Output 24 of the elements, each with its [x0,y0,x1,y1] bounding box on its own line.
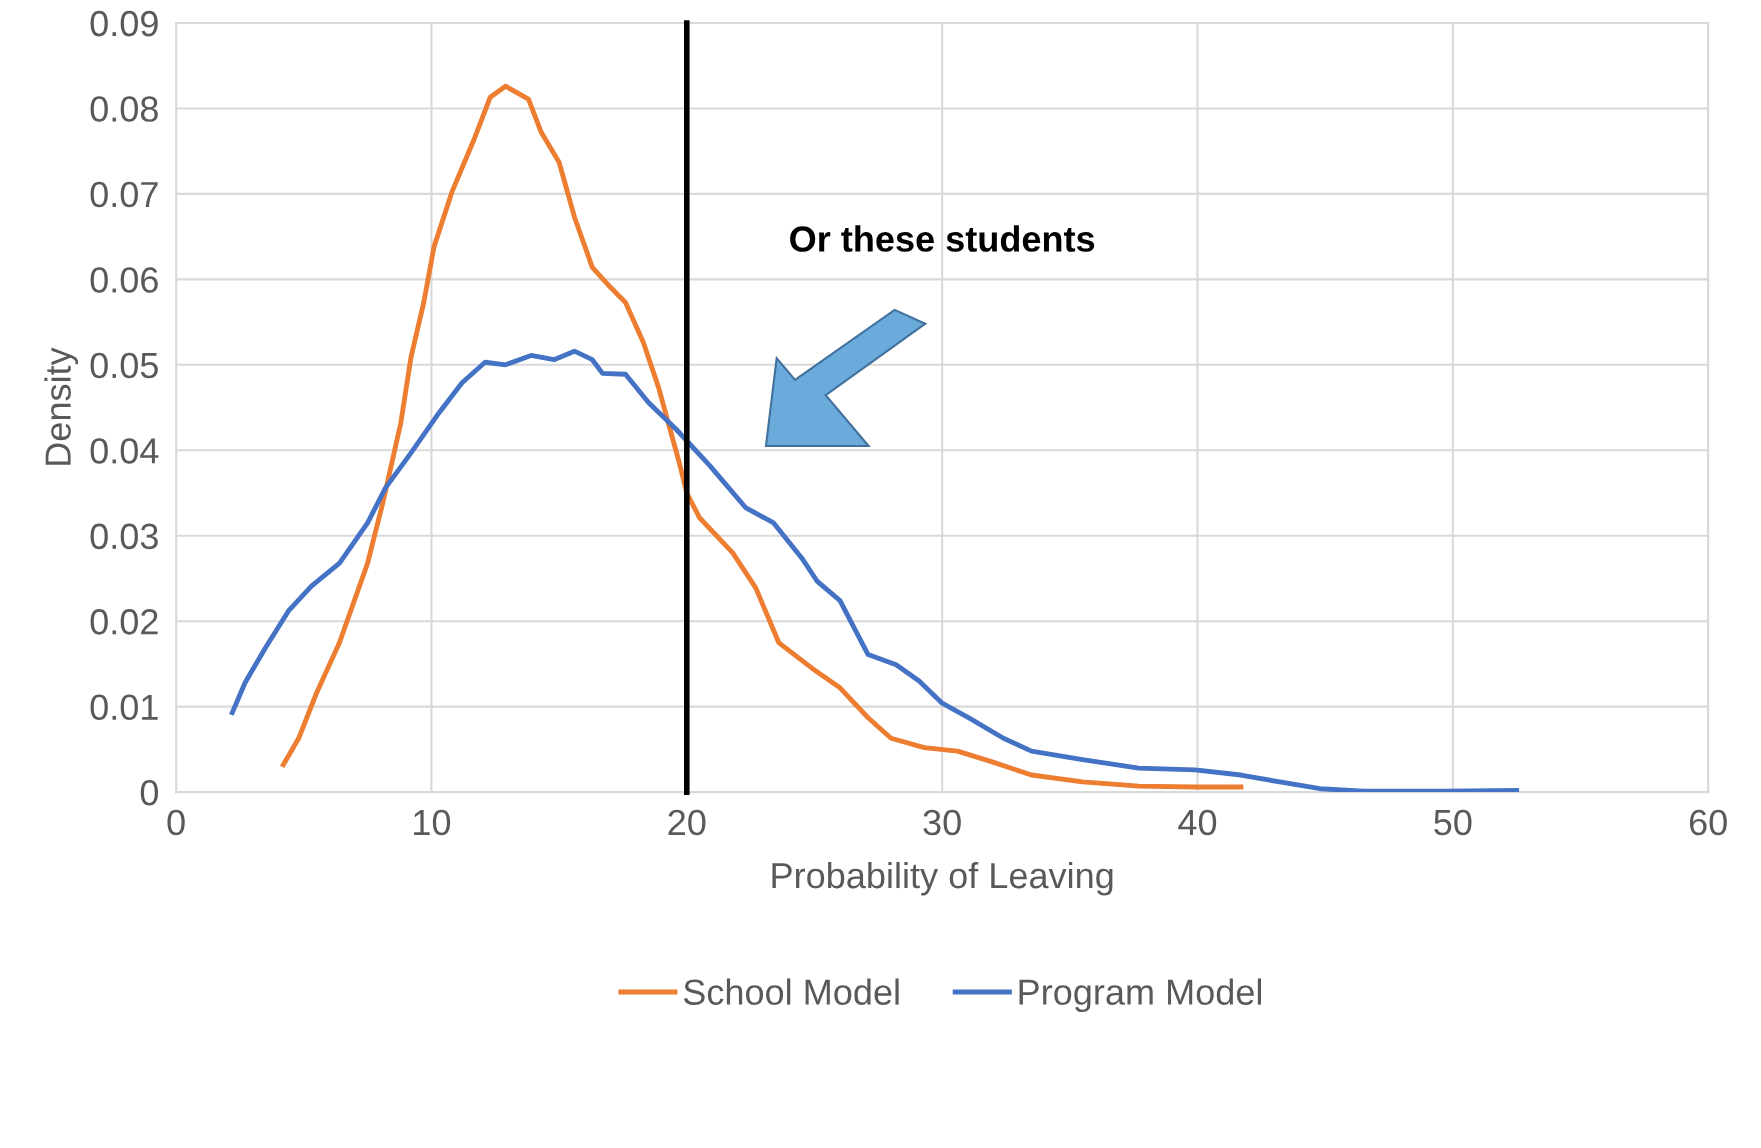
annotation: Or these students [790,225,1095,252]
x-tick-label: 40 [1178,809,1217,836]
line-series [280,83,1244,790]
y-tick-label: 0.07 [90,181,158,208]
y-tick-label: 0.02 [90,609,158,635]
y-tick-label: 0.05 [90,352,158,379]
legend-label: School Model [683,978,899,1005]
y-tick-label: 0.08 [90,96,158,122]
x-tick-label: 60 [1689,809,1727,836]
x-tick-label: 20 [668,809,706,836]
y-tick-label: 0.06 [90,267,158,293]
y-tick-label: 0.09 [90,10,158,37]
x-axis-title: Probability of Leaving [772,861,1113,896]
y-tick-label: 0.04 [90,438,159,464]
x-tick-label: 10 [414,809,451,836]
y-axis-title: Density [44,347,79,465]
y-tick-label: 0.03 [90,523,158,550]
legend-label: Program Model [1019,978,1262,1013]
y-tick-label: 0.01 [90,694,158,721]
y-tick-label: 0 [140,779,159,806]
x-tick-label: 30 [923,809,961,836]
x-tick-label: 0 [167,809,185,836]
x-tick-label: 50 [1434,809,1472,836]
line-series [229,348,1520,793]
